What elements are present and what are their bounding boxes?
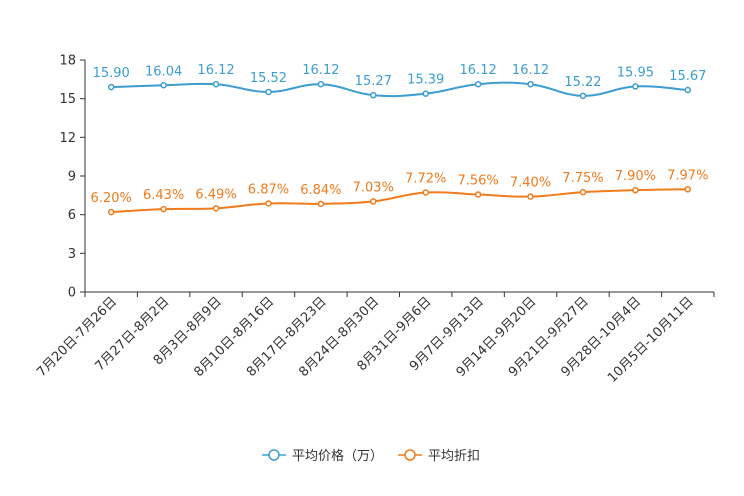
data-point xyxy=(632,186,639,194)
data-point xyxy=(265,88,272,96)
y-tick-label: 15 xyxy=(59,92,76,107)
data-point xyxy=(527,193,534,200)
data-point xyxy=(370,91,377,99)
data-point xyxy=(474,80,482,88)
legend[interactable]: 平均价格（万） 平均折扣 xyxy=(262,448,480,464)
data-label: 15.90 xyxy=(93,66,130,81)
data-label: 7.72% xyxy=(405,171,446,186)
data-label: 7.40% xyxy=(510,176,551,191)
axes: 03691215187月20日-7月26日7月27日-8月2日8月3日-8月9日… xyxy=(34,54,715,386)
y-tick-label: 9 xyxy=(68,170,76,185)
data-label: 7.90% xyxy=(615,169,656,184)
data-point xyxy=(632,83,639,90)
legend-item-avg-discount[interactable]: 平均折扣 xyxy=(398,449,480,464)
series-avg-discount: 6.20% 6.43% 6.49% 6.87% 6.84% 7.03% 7.72% 7.56%… xyxy=(91,168,708,216)
data-label: 7.03% xyxy=(353,180,394,195)
data-label: 7.75% xyxy=(562,171,603,186)
data-label: 7.97% xyxy=(667,168,708,183)
data-label: 16.12 xyxy=(460,63,497,78)
data-label: 6.49% xyxy=(195,187,236,202)
series-layer: 15.90 16.04 16.12 15.52 16.12 15.27 15.39 16.12… xyxy=(91,63,708,216)
series-line xyxy=(111,188,688,214)
series-line xyxy=(111,81,688,98)
y-tick-label: 6 xyxy=(68,208,76,223)
data-point xyxy=(422,189,429,196)
data-label: 15.52 xyxy=(250,71,287,86)
data-label: 16.04 xyxy=(145,64,182,79)
series-avg-price: 15.90 16.04 16.12 15.52 16.12 15.27 15.39 16.12… xyxy=(93,63,706,100)
data-point xyxy=(107,208,115,216)
data-point xyxy=(422,90,429,97)
data-point xyxy=(474,191,482,198)
data-point xyxy=(684,186,692,193)
data-point xyxy=(317,80,325,88)
data-label: 6.43% xyxy=(143,188,184,203)
data-label: 15.22 xyxy=(564,75,601,90)
data-point xyxy=(579,188,587,196)
legend-marker-icon xyxy=(404,449,416,461)
legend-label: 平均价格（万） xyxy=(292,448,383,464)
y-tick-label: 3 xyxy=(68,247,76,262)
data-label: 15.39 xyxy=(407,73,444,88)
data-label: 6.84% xyxy=(300,183,341,198)
data-point xyxy=(265,200,272,207)
data-label: 7.56% xyxy=(457,174,498,189)
y-tick-label: 12 xyxy=(59,131,76,146)
data-label: 16.12 xyxy=(302,63,339,78)
data-point xyxy=(212,205,220,212)
data-label: 6.87% xyxy=(248,182,289,197)
y-tick-label: 0 xyxy=(68,286,76,301)
data-point xyxy=(107,83,115,91)
data-point xyxy=(527,80,534,88)
data-point xyxy=(212,80,220,88)
data-label: 16.12 xyxy=(197,63,234,78)
legend-marker-icon xyxy=(268,449,280,461)
data-point xyxy=(684,86,692,94)
data-label: 16.12 xyxy=(512,63,549,78)
y-tick-label: 18 xyxy=(59,54,76,69)
data-point xyxy=(160,205,167,213)
data-label: 15.27 xyxy=(355,74,392,89)
data-point xyxy=(317,200,325,208)
legend-item-avg-price[interactable]: 平均价格（万） xyxy=(262,448,383,464)
data-point xyxy=(370,198,377,205)
data-point xyxy=(160,82,167,89)
data-label: 6.20% xyxy=(91,191,132,206)
data-label: 15.67 xyxy=(669,69,706,84)
legend-label: 平均折扣 xyxy=(428,449,480,464)
data-point xyxy=(579,92,587,100)
data-label: 15.95 xyxy=(617,65,654,80)
